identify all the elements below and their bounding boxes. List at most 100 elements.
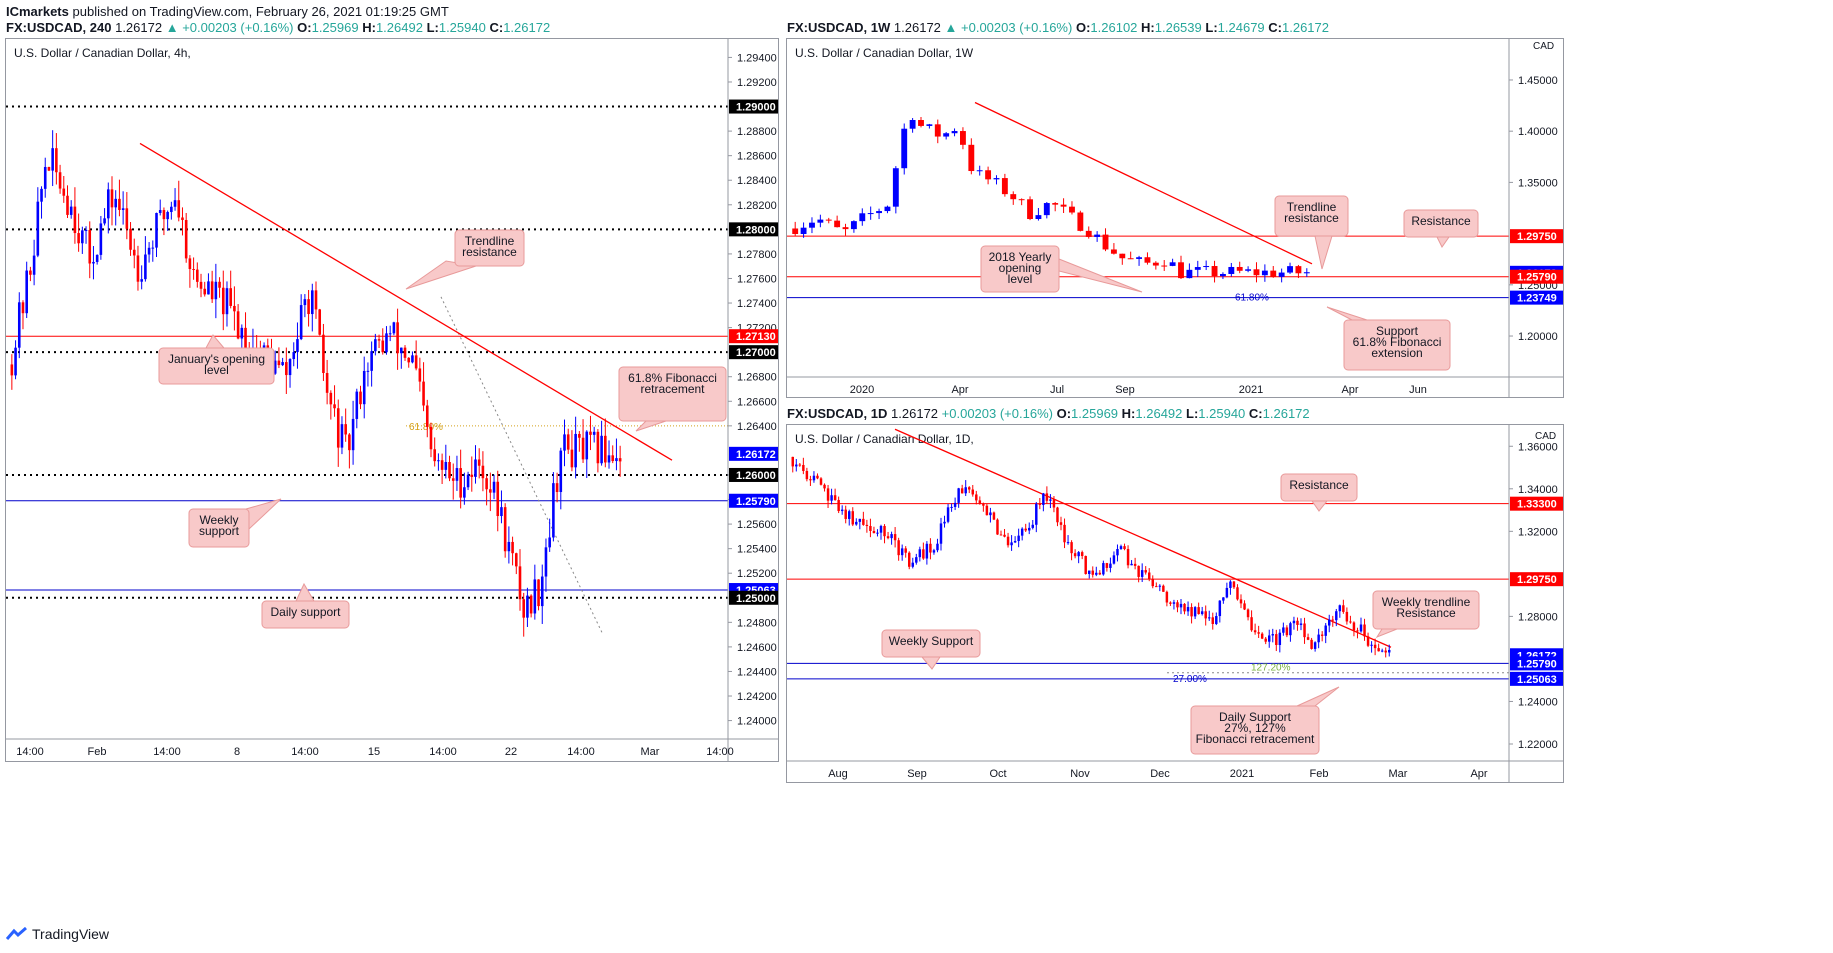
y-tick-label: 1.40000 bbox=[1518, 126, 1558, 138]
chart-1d[interactable]: U.S. Dollar / Canadian Dollar, 1D, CAD 127… bbox=[787, 425, 1564, 783]
candle-body bbox=[388, 333, 392, 335]
candle-body bbox=[1151, 579, 1154, 587]
y-tick-label: 1.26800 bbox=[737, 372, 777, 384]
candle-body bbox=[1331, 619, 1334, 621]
price-label-bg bbox=[1510, 229, 1563, 244]
candle-body bbox=[943, 521, 946, 524]
x-tick-label: 14:00 bbox=[567, 746, 595, 758]
candle-body bbox=[325, 373, 329, 393]
candle-body bbox=[203, 288, 207, 295]
y-tick-label: 1.25600 bbox=[737, 519, 777, 531]
candle-body bbox=[1289, 623, 1292, 636]
candle-body bbox=[544, 547, 548, 577]
candle-body bbox=[1155, 586, 1158, 588]
candle-body bbox=[909, 119, 916, 129]
chart-panel-1d[interactable]: U.S. Dollar / Canadian Dollar, 1D, CAD 127… bbox=[786, 424, 1564, 783]
candle-body bbox=[281, 362, 284, 366]
candle-body bbox=[548, 537, 551, 548]
o-value: 1.26102 bbox=[1090, 20, 1138, 35]
candle-body bbox=[1162, 585, 1165, 592]
candle-body bbox=[893, 534, 897, 541]
candle-body bbox=[1261, 270, 1268, 276]
candle-body bbox=[459, 468, 462, 498]
candle-body bbox=[188, 258, 192, 270]
candle-body bbox=[296, 339, 299, 353]
chart-4h[interactable]: U.S. Dollar / Canadian Dollar, 4h, 61.80%… bbox=[6, 39, 779, 762]
candle-body bbox=[936, 543, 939, 551]
candle-body bbox=[1203, 266, 1210, 268]
candle-body bbox=[908, 552, 911, 567]
chart-panel-1w[interactable]: U.S. Dollar / Canadian Dollar, 1W CAD 61.8… bbox=[786, 38, 1564, 398]
candle-body bbox=[225, 288, 229, 315]
candle-body bbox=[1052, 499, 1056, 508]
callout-fib-text: 61.8% Fibonacci bbox=[628, 371, 717, 385]
candle-body bbox=[322, 334, 325, 374]
candle-body bbox=[1296, 620, 1299, 625]
callout-weekly-box bbox=[188, 508, 250, 548]
candle-body bbox=[946, 507, 950, 522]
candle-body bbox=[181, 217, 184, 221]
candle-body bbox=[1190, 607, 1193, 617]
candle-body bbox=[1178, 262, 1184, 279]
callout-weekly-trendline-box bbox=[1372, 590, 1480, 630]
candle-body bbox=[953, 502, 957, 507]
price-label-bg bbox=[1510, 572, 1563, 587]
candle-body bbox=[507, 541, 511, 552]
candle-body bbox=[173, 200, 177, 207]
candle-body bbox=[1292, 620, 1296, 624]
candle-body bbox=[1031, 524, 1034, 528]
candle-body bbox=[1172, 602, 1176, 604]
fib-label: 61.80% bbox=[1235, 293, 1269, 304]
candle-body bbox=[303, 299, 307, 306]
candle-body bbox=[1052, 203, 1059, 205]
candle-body bbox=[563, 434, 566, 451]
price-label: 1.27130 bbox=[736, 331, 776, 343]
candle-body bbox=[147, 247, 151, 255]
x-tick-label: Jun bbox=[1409, 384, 1427, 396]
candle-body bbox=[1102, 563, 1105, 575]
candle-body bbox=[900, 548, 904, 556]
candle-body bbox=[850, 221, 857, 230]
candle-body bbox=[1366, 636, 1370, 646]
callout-trendline-text: Trendline bbox=[1287, 200, 1337, 214]
candle-body bbox=[359, 391, 362, 405]
candle-body bbox=[1133, 563, 1137, 566]
chart-1w[interactable]: U.S. Dollar / Canadian Dollar, 1W CAD 61.8… bbox=[787, 39, 1564, 398]
candle-body bbox=[1049, 499, 1052, 501]
candle-body bbox=[1045, 493, 1049, 501]
candle-body bbox=[792, 228, 799, 235]
chart-panel-4h[interactable]: U.S. Dollar / Canadian Dollar, 4h, 61.80%… bbox=[5, 38, 779, 762]
candle-body bbox=[1260, 633, 1264, 639]
candle-body bbox=[985, 505, 989, 516]
candle-body bbox=[121, 208, 125, 210]
candle-body bbox=[592, 431, 596, 435]
candle-body bbox=[968, 487, 971, 490]
candle-body bbox=[816, 475, 819, 479]
callout-support-box bbox=[1343, 319, 1451, 371]
candle-body bbox=[1038, 503, 1042, 505]
candle-body bbox=[288, 359, 292, 376]
c-label: C: bbox=[1248, 406, 1263, 421]
candle-body bbox=[69, 206, 73, 215]
candle-body bbox=[1324, 625, 1327, 636]
candle-body bbox=[210, 281, 214, 300]
x-tick-label: Oct bbox=[989, 768, 1006, 780]
candle-body bbox=[407, 357, 411, 363]
candle-body bbox=[596, 431, 600, 464]
candle-body bbox=[817, 219, 824, 223]
candle-body bbox=[996, 519, 999, 535]
candle-body bbox=[858, 518, 862, 522]
chart-title: U.S. Dollar / Canadian Dollar, 1D, bbox=[795, 432, 974, 446]
symbol-line-1w: FX:USDCAD, 1W 1.26172 ▲ +0.00203 (+0.16%… bbox=[787, 20, 1329, 35]
candle-body bbox=[1035, 503, 1038, 525]
candle-body bbox=[1130, 563, 1133, 566]
candle-body bbox=[425, 405, 429, 427]
callout-yearly-text: level bbox=[1008, 272, 1033, 286]
candle-body bbox=[40, 188, 43, 202]
candle-body bbox=[514, 553, 518, 567]
h-label: H: bbox=[1141, 20, 1155, 35]
candle-body bbox=[240, 327, 244, 339]
chart-title: U.S. Dollar / Canadian Dollar, 1W bbox=[795, 46, 974, 60]
symbol-line-4h: FX:USDCAD, 240 1.26172 ▲ +0.00203 (+0.16… bbox=[6, 20, 550, 35]
candle-body bbox=[529, 595, 533, 614]
